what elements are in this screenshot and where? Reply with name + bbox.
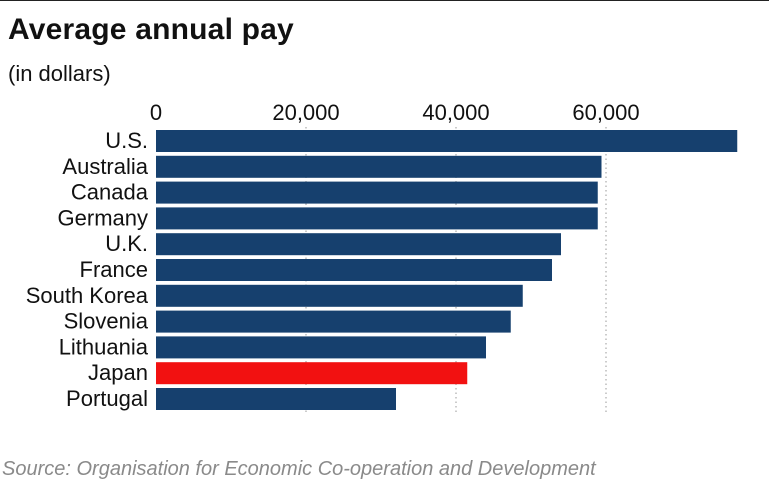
category-label: U.S. [105,128,148,153]
bar [156,362,468,385]
x-tick-label: 20,000 [272,100,339,125]
category-label: Australia [62,154,148,179]
category-label: Slovenia [64,309,149,334]
chart-subtitle: (in dollars) [8,61,111,86]
category-labels: U.S.AustraliaCanadaGermanyU.K.FranceSout… [26,128,149,411]
category-label: Canada [71,180,149,205]
bar [156,259,552,281]
x-tick-label: 40,000 [422,100,489,125]
bar [156,284,523,307]
chart-title: Average annual pay [8,13,294,46]
category-label: Japan [88,360,148,385]
category-label: Germany [58,205,148,230]
x-tick-label: 0 [150,100,162,125]
bar [156,233,561,256]
bar [156,155,602,178]
bar [156,207,598,230]
category-label: U.K. [105,231,148,256]
x-axis-ticks: 0 20,000 40,000 60,000 [150,100,640,125]
bar [156,181,598,204]
source-note: Source: Organisation for Economic Co-ope… [2,458,596,480]
bar [156,130,738,152]
category-label: France [80,257,148,282]
bars [156,130,738,410]
bar [156,388,396,410]
x-tick-label: 60,000 [572,100,639,125]
category-label: Lithuania [59,334,149,359]
bar [156,310,511,333]
category-label: Portugal [66,386,148,411]
bar [156,336,486,359]
category-label: South Korea [26,283,149,308]
